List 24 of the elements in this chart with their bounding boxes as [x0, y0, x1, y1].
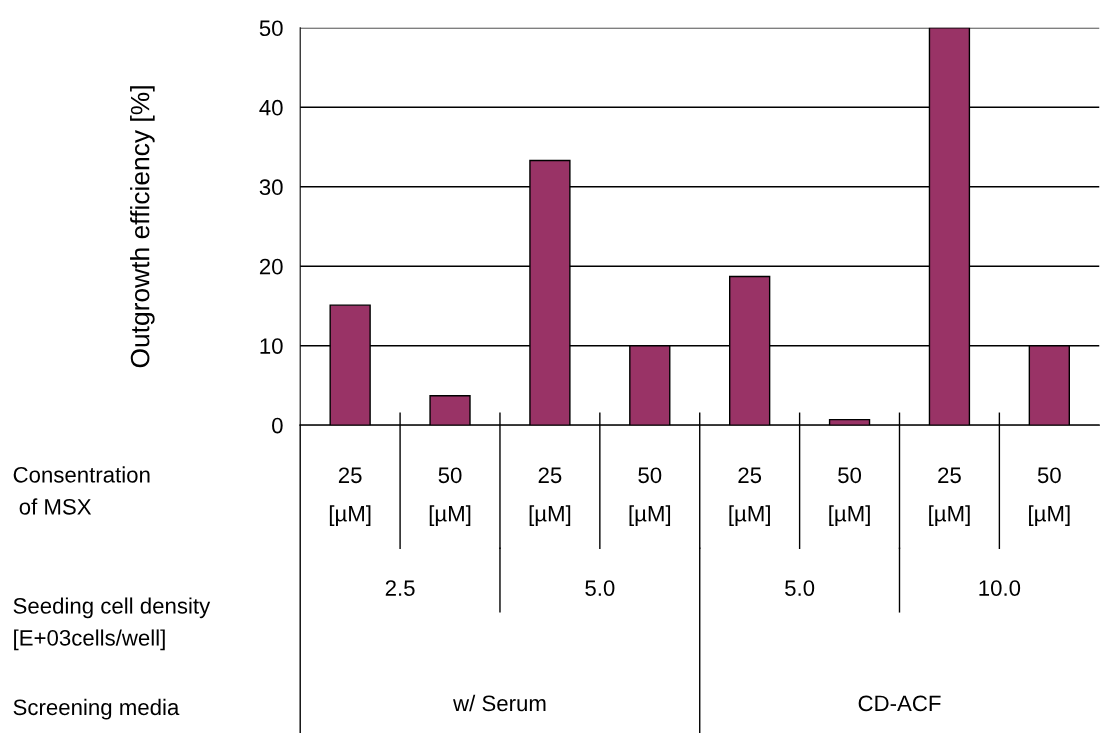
text: CD-ACF [858, 695, 941, 712]
y-tick-label: 50 [259, 20, 283, 37]
text: Seeding cell density [E+03cells/well] [13, 597, 211, 651]
text: Screening media [13, 698, 180, 720]
x-tick-label: 50 [µM] [429, 467, 471, 526]
y-tick-label: 0 [272, 417, 283, 434]
text: Consentration of MSX [13, 466, 150, 515]
x-tick-label: 50 [µM] [1029, 467, 1070, 526]
text: 5.0 [585, 580, 615, 596]
text: 10.0 [979, 580, 1021, 596]
x-tick-label: 50 [µM] [829, 467, 870, 526]
y-tick-label: 40 [259, 99, 283, 116]
text: 5.0 [785, 580, 815, 596]
y-axis-title: Outgrowth efficiency [%] [130, 86, 155, 368]
text: 2.5 [385, 580, 415, 596]
x-tick-label: 25 [µM] [929, 467, 970, 526]
x-tick-label: 50 [µM] [629, 467, 671, 526]
x-tick-label: 25 [µM] [729, 467, 770, 526]
y-tick-label: 20 [259, 258, 283, 275]
y-tick-label: 30 [259, 179, 283, 196]
x-tick-label: 25 [µM] [529, 467, 571, 526]
y-tick-label: 10 [260, 338, 283, 354]
x-tick-label: 25 [µM] [329, 467, 371, 526]
text: w/ Serum [453, 694, 546, 712]
